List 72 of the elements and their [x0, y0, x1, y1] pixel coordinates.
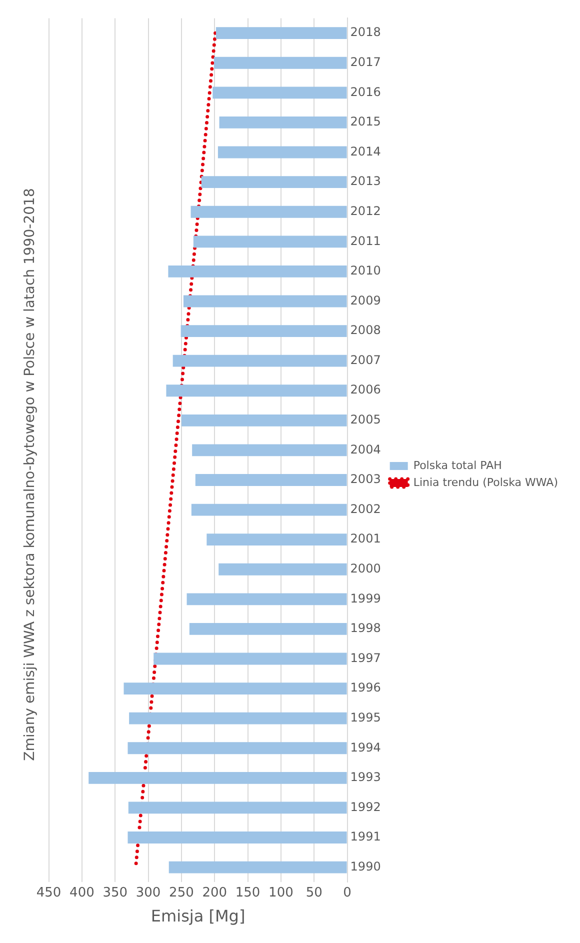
bar	[191, 504, 347, 516]
legend-label: Linia trendu (Polska WWA)	[413, 476, 558, 489]
x-tick-label: 50	[306, 885, 322, 900]
bar	[212, 86, 347, 99]
bar	[214, 56, 347, 69]
legend-label: Polska total PAH	[413, 458, 502, 472]
bar	[201, 176, 347, 188]
y-tick-label: 2010	[350, 264, 381, 278]
y-tick-label: 2005	[350, 412, 381, 427]
bar	[219, 116, 347, 128]
y-tick-label: 1996	[350, 680, 381, 695]
x-tick-label: 250	[169, 885, 194, 900]
y-tick-label: 2004	[350, 442, 381, 456]
y-tick-label: 2012	[350, 204, 381, 218]
bar	[129, 712, 347, 724]
bar	[192, 444, 347, 456]
bar	[128, 832, 347, 844]
y-tick-label: 1992	[350, 800, 381, 814]
y-tick-label: 1994	[350, 740, 381, 754]
y-tick-label: 2013	[350, 174, 381, 188]
y-tick-label: 2014	[350, 144, 381, 158]
y-tick-label: 2015	[350, 114, 381, 129]
x-tick-label: 400	[70, 885, 94, 900]
bar	[88, 772, 347, 784]
y-tick-label: 1991	[350, 830, 381, 844]
y-tick-label: 2009	[350, 293, 381, 308]
y-tick-label: 2006	[350, 382, 381, 397]
bar	[216, 27, 347, 40]
y-tick-label: 1990	[350, 859, 381, 874]
y-tick-label: 2017	[350, 55, 381, 70]
x-tick-label: 350	[102, 885, 128, 900]
y-tick-label: 2000	[350, 561, 381, 576]
y-tick-label: 2018	[350, 25, 381, 40]
y-tick-label: 1998	[350, 621, 381, 636]
y-tick-label: 2003	[350, 472, 381, 486]
bar	[189, 623, 347, 635]
y-tick-label: 2008	[350, 323, 381, 338]
bar	[154, 652, 347, 665]
y-tick-label: 1995	[350, 710, 381, 724]
x-tick-label: 100	[268, 885, 294, 900]
bar	[168, 861, 347, 874]
y-tick-label: 2002	[350, 502, 381, 516]
y-tick-label: 2011	[350, 234, 381, 248]
bar	[128, 742, 347, 754]
text: Zmiany emisji WWA z sektora komunalno-bytowego w Polsce w latach 1990-2018	[22, 188, 38, 761]
y-tick-label: 1997	[350, 650, 381, 665]
y-tick-label: 2001	[350, 532, 381, 546]
y-tick-label: 2016	[350, 84, 381, 99]
x-tick-label: 450	[36, 885, 62, 900]
bar	[168, 265, 347, 278]
bar	[193, 236, 347, 248]
x-tick-label: 150	[235, 885, 260, 900]
bar	[180, 325, 347, 337]
bar	[124, 682, 347, 695]
x-axis-title: Emisja [Mg]	[150, 906, 246, 926]
y-tick-label: 2007	[350, 352, 381, 367]
bar	[190, 206, 347, 218]
y-tick-label: 1999	[350, 591, 381, 606]
x-tick-label: 200	[202, 885, 228, 900]
bar	[183, 295, 347, 308]
bar	[186, 593, 347, 606]
y-tick-label: 1993	[350, 770, 381, 784]
bar	[172, 354, 347, 367]
x-tick-label: 0	[343, 885, 352, 900]
bar	[166, 384, 347, 397]
bar	[195, 474, 347, 486]
bar	[128, 802, 347, 814]
bar	[218, 146, 347, 158]
bar	[206, 534, 347, 546]
bar	[181, 414, 347, 426]
x-tick-label: 300	[136, 885, 161, 900]
bar	[218, 563, 347, 576]
